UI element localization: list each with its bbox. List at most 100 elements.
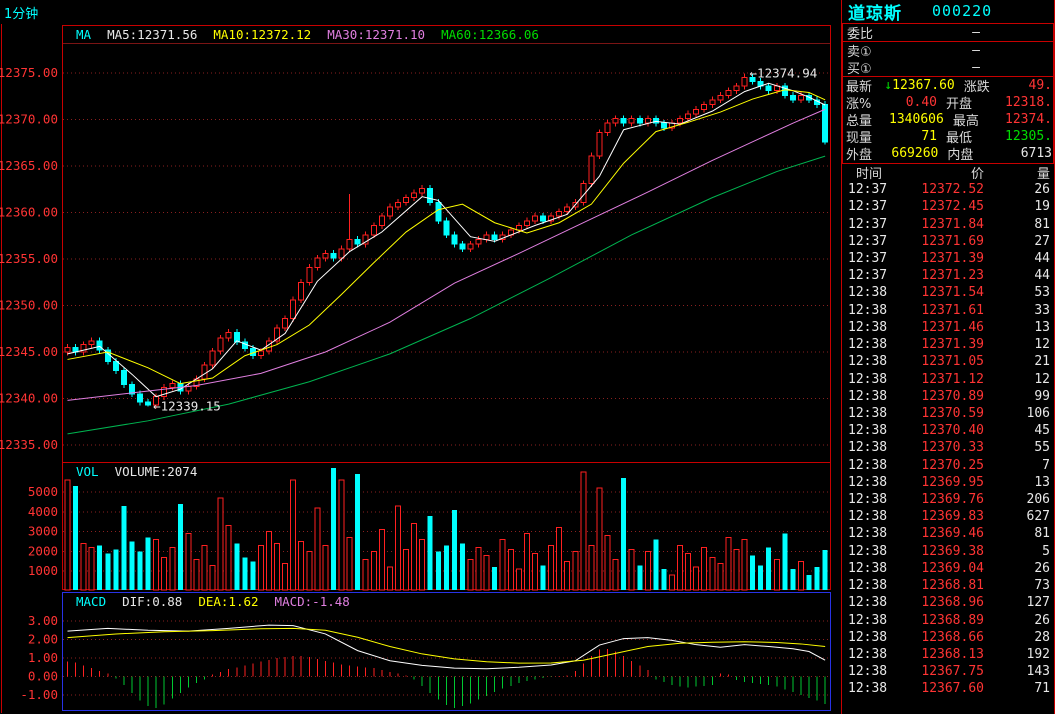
quote-value: 12305. [1005, 129, 1052, 144]
tick-row: 12:38 12369.95 13 [842, 474, 1054, 491]
quote-panel: 道琼斯 000220 委比 — 卖① — 买① — 最新 ↓12367.60 涨跌 49. 涨%… [841, 0, 1055, 714]
tick-row: 12:37 12372.52 26 [842, 181, 1054, 198]
security-code: 000220 [932, 2, 993, 20]
quote-label: 外盘 [846, 148, 873, 163]
tick-cell: 44 [1034, 268, 1050, 284]
tick-row: 12:38 12370.40 45 [842, 422, 1054, 439]
svg-text:12350.00: 12350.00 [0, 298, 58, 313]
tick-cell: 12370.25 [921, 457, 984, 473]
bid-value: — [972, 43, 980, 58]
bid-row: 委比 — [843, 24, 1053, 42]
tick-cell: 13 [1034, 319, 1050, 335]
tick-cell: 12371.05 [921, 354, 984, 370]
tick-cell: 12:38 [848, 664, 888, 680]
tick-header-volume: 量 [1036, 167, 1050, 182]
svg-text:12345.00: 12345.00 [0, 344, 58, 359]
svg-text:12370.00: 12370.00 [0, 112, 58, 127]
tick-cell: 12371.54 [921, 285, 984, 301]
quote-row: 总量 1340606 最高 12374. [843, 111, 1053, 129]
svg-text:←12339.15: ←12339.15 [153, 398, 221, 413]
tick-cell: 12:37 [848, 233, 888, 249]
tick-cell: 12:38 [848, 543, 888, 559]
indicator-value: MA5:12371.56 [107, 27, 198, 42]
tick-row: 12:38 12370.59 106 [842, 405, 1054, 422]
tick-cell: 26 [1034, 182, 1050, 198]
tick-row: 12:38 12369.04 26 [842, 560, 1054, 577]
tick-cell: 206 [1026, 492, 1050, 508]
tick-cell: 12368.89 [921, 612, 984, 628]
quote-label: 涨跌 [963, 80, 990, 95]
tick-cell: 7 [1042, 457, 1050, 473]
tick-cell: 21 [1034, 354, 1050, 370]
tick-cell: 45 [1034, 423, 1050, 439]
tick-cell: 81 [1034, 526, 1050, 542]
tick-cell: 12:38 [848, 371, 888, 387]
tick-cell: 99 [1034, 388, 1050, 404]
quote-label: 最高 [952, 114, 979, 129]
tick-cell: 12:38 [848, 285, 888, 301]
indicator-value: MACD:-1.48 [274, 594, 350, 609]
tick-row: 12:38 12368.96 127 [842, 594, 1054, 611]
tick-row: 12:37 12371.39 44 [842, 250, 1054, 267]
tick-list: 时间 价 量 12:37 12372.52 26 12:37 12372.45 19 12:… [842, 164, 1054, 698]
quote-row: 外盘 669260 内盘 6713 [843, 145, 1053, 163]
svg-text:0.00: 0.00 [28, 669, 58, 684]
tick-cell: 192 [1026, 647, 1050, 663]
tick-cell: 12371.23 [921, 268, 984, 284]
indicator-value: DEA:1.62 [198, 594, 259, 609]
quote-label: 总量 [846, 114, 873, 129]
tick-cell: 44 [1034, 250, 1050, 266]
tick-cell: 143 [1026, 664, 1050, 680]
tick-cell: 12:38 [848, 319, 888, 335]
tick-header-time: 时间 [856, 167, 883, 182]
tick-cell: 81 [1034, 216, 1050, 232]
quote-row: 现量 71 最低 12305. [843, 128, 1053, 146]
svg-text:3000: 3000 [28, 524, 58, 539]
tick-cell: 12370.89 [921, 388, 984, 404]
tick-cell: 12:38 [848, 629, 888, 645]
price-volume-macd-chart[interactable]: 12375.00 12370.00 12365.00 12360.00 12355.00… [0, 0, 843, 714]
indicator-value: MA [76, 27, 92, 42]
svg-text:5000: 5000 [28, 484, 58, 499]
indicator-value: VOL [76, 464, 99, 479]
tick-cell: 12369.83 [921, 509, 984, 525]
tick-cell: 12369.76 [921, 492, 984, 508]
tick-row: 12:38 12371.54 53 [842, 284, 1054, 301]
tick-cell: 12:38 [848, 405, 888, 421]
tick-row: 12:38 12370.89 99 [842, 388, 1054, 405]
timeframe-label: 1分钟 [4, 7, 39, 22]
tick-row: 12:38 12368.13 192 [842, 646, 1054, 663]
quote-value: 669260 [891, 146, 939, 161]
indicator-value: VOLUME:2074 [114, 464, 198, 479]
tick-row: 12:38 12369.46 81 [842, 525, 1054, 542]
indicator-value: MACD [76, 594, 107, 609]
tick-row: 12:38 12368.89 26 [842, 611, 1054, 628]
quote-row: 最新 ↓12367.60 涨跌 49. [843, 77, 1053, 95]
tick-cell: 71 [1034, 681, 1050, 697]
tick-cell: 12:38 [848, 595, 888, 611]
indicator-value: MA10:12372.12 [213, 27, 312, 42]
quote-value: 49. [1028, 78, 1052, 93]
tick-cell: 12369.04 [921, 560, 984, 576]
tick-cell: 12371.61 [921, 302, 984, 318]
svg-text:12360.00: 12360.00 [0, 205, 58, 220]
bid-ask-box: 卖① — 买① — [842, 41, 1054, 77]
tick-cell: 12:38 [848, 354, 888, 370]
tick-cell: 12:38 [848, 457, 888, 473]
tick-cell: 12371.84 [921, 216, 984, 232]
quote-value: 12318. [1005, 95, 1052, 110]
quote-row: 涨% 0.40 开盘 12318. [843, 94, 1053, 112]
tick-cell: 19 [1034, 199, 1050, 215]
tick-cell: 12:38 [848, 474, 888, 490]
quote-label: 内盘 [947, 148, 974, 163]
bid-label: 买① [847, 62, 872, 77]
tick-cell: 12369.46 [921, 526, 984, 542]
svg-text:←12374.94: ←12374.94 [750, 66, 818, 81]
price-down-arrow-icon: ↓ [884, 78, 893, 93]
tick-cell: 26 [1034, 560, 1050, 576]
svg-text:12365.00: 12365.00 [0, 158, 58, 173]
tick-row: 12:37 12371.84 81 [842, 215, 1054, 232]
svg-text:12335.00: 12335.00 [0, 437, 58, 452]
bid-label: 卖① [847, 45, 872, 60]
